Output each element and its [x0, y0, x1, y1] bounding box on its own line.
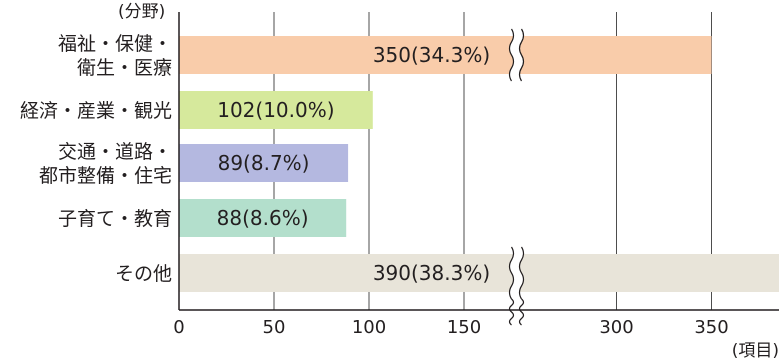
bar-2: [179, 144, 349, 182]
bar-value-label-3: 88(8.6%): [217, 206, 309, 230]
bar-1: [179, 91, 373, 129]
category-label-0-0: 福祉・保健・: [58, 33, 172, 55]
axis-break-axis-gap: [509, 299, 524, 325]
bar-value-label-1: 102(10.0%): [217, 98, 334, 122]
axis-break-top-line-a: [508, 28, 515, 82]
bar-4: [179, 254, 779, 292]
x-tick-label-150: 150: [447, 317, 481, 338]
category-label-0-1: 衛生・医療: [77, 57, 172, 79]
x-tick-label-0: 0: [173, 317, 184, 338]
x-tick-label-350: 350: [694, 317, 728, 338]
bar-value-label-4: 390(38.3%): [373, 261, 490, 285]
axis-break-bottom-gap: [509, 247, 524, 299]
category-label-2-0: 交通・道路・: [58, 141, 172, 163]
axis-break-top-gap: [509, 29, 524, 81]
axis-break-axis-line-a: [508, 298, 515, 326]
y-axis-title: (分野): [118, 2, 165, 22]
x-tick-label-50: 50: [263, 317, 286, 338]
bar-value-label-0: 350(34.3%): [373, 43, 490, 67]
bar-0: [179, 36, 712, 74]
category-label-1-0: 経済・産業・観光: [20, 100, 172, 122]
bar-value-label-2: 89(8.7%): [218, 151, 310, 175]
category-label-4-0: その他: [115, 263, 172, 285]
axis-break-axis-line-b: [518, 298, 525, 326]
bar-3: [179, 199, 347, 237]
axis-break-bottom-line-b: [518, 246, 525, 300]
category-label-2-1: 都市整備・住宅: [39, 165, 172, 187]
x-tick-label-300: 300: [599, 317, 633, 338]
axis-break-top-line-b: [518, 28, 525, 82]
x-tick-label-100: 100: [352, 317, 386, 338]
category-label-3-0: 子育て・教育: [58, 208, 172, 230]
x-axis-title: (項目): [732, 341, 779, 361]
axis-break-bottom-line-a: [508, 246, 515, 300]
